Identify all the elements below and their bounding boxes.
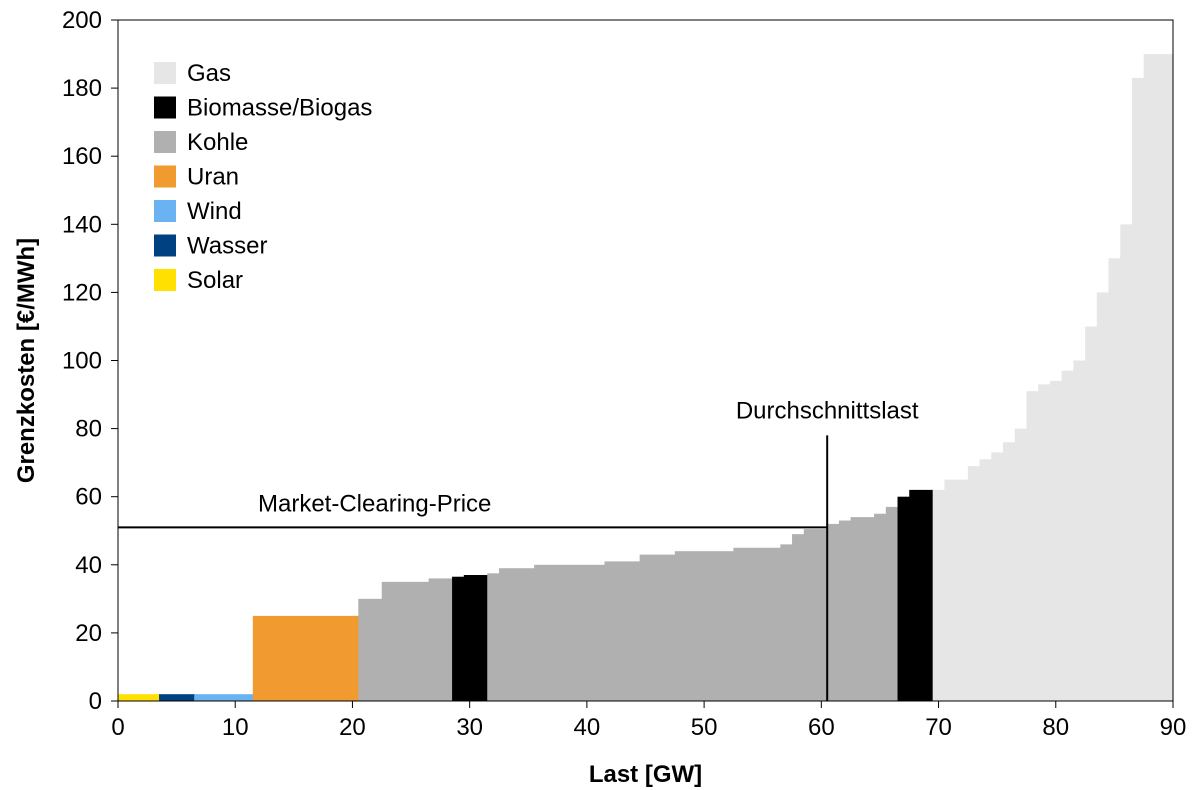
market-clearing-price-label: Market-Clearing-Price [258,490,491,517]
x-tick-label: 10 [222,714,249,741]
bar-kohle-16 [780,544,793,701]
legend-swatch-kohle [154,131,176,153]
legend-label-gas: Gas [187,60,231,87]
bar-biomasse-biogas-7 [452,576,465,701]
bar-gas-34 [1038,384,1051,701]
bars-group [118,54,1174,702]
bar-gas-37 [1073,360,1086,701]
legend-swatch-wasser [154,234,176,257]
y-tick-label: 100 [62,348,102,375]
x-tick-label: 50 [691,714,718,741]
legend-label-kohle: Kohle [187,129,248,156]
legend-label-wind: Wind [187,198,242,225]
legend-swatch-biomasse-biogas [154,96,176,119]
bar-gas-31 [1003,442,1016,701]
legend-swatch-gas [154,62,176,84]
legend-label-solar: Solar [187,267,243,294]
y-tick-label: 200 [62,7,102,34]
bar-wind-2 [194,694,254,701]
y-tick-label: 80 [75,416,102,443]
bar-kohle-10 [498,568,535,701]
x-axis-ticks: 0 10 20 30 40 50 60 70 80 90 [111,701,1186,741]
bar-kohle-13 [639,554,676,701]
x-tick-label: 30 [456,714,483,741]
bar-gas-40 [1108,258,1121,701]
x-tick-label: 20 [339,714,366,741]
bar-kohle-23 [885,506,899,701]
bar-kohle-12 [604,561,641,701]
y-axis-ticks: 0 20 40 60 80 100 120 140 160 180 200 [62,7,118,715]
bar-gas-43 [1143,54,1174,702]
x-tick-label: 40 [574,714,601,741]
bar-kohle-21 [850,517,875,701]
bar-biomasse-biogas-25 [909,489,934,701]
bar-kohle-18 [803,529,828,701]
legend-swatch-solar [154,269,176,291]
bar-gas-30 [991,452,1004,701]
y-tick-label: 120 [62,279,102,306]
bar-gas-32 [1014,428,1028,701]
y-tick-label: 20 [75,620,102,647]
y-tick-label: 160 [62,143,102,170]
bar-kohle-20 [838,520,852,701]
bar-gas-39 [1096,292,1110,701]
y-tick-label: 60 [75,484,102,511]
bar-kohle-4 [358,598,383,701]
bar-gas-38 [1085,326,1098,701]
y-tick-label: 180 [62,75,102,102]
y-tick-label: 0 [89,688,102,715]
x-axis-title: Last [GW] [589,761,702,788]
bar-kohle-5 [381,581,430,701]
legend-label-uran: Uran [187,164,239,191]
bar-biomasse-biogas-24 [897,496,910,701]
legend-label-biomasse-biogas: Biomasse/Biogas [187,95,372,122]
bar-gas-28 [967,466,981,701]
bar-solar-0 [118,694,160,701]
bar-gas-42 [1131,77,1145,701]
bar-kohle-22 [874,513,887,701]
legend-label-wasser: Wasser [187,233,267,260]
y-tick-label: 40 [75,552,102,579]
x-tick-label: 60 [808,714,835,741]
legend-swatch-uran [154,165,176,188]
x-tick-label: 80 [1042,714,1069,741]
bar-kohle-9 [487,573,500,701]
bar-wasser-1 [159,694,195,701]
bar-kohle-11 [534,564,606,701]
bar-gas-36 [1061,370,1074,701]
x-tick-label: 70 [925,714,952,741]
annotations-group: Market-Clearing-Price Durchschnittslast [118,397,919,701]
y-axis-title: Grenzkosten [€/MWh] [13,238,40,483]
bar-gas-27 [944,479,969,701]
bar-kohle-15 [733,547,781,701]
x-tick-label: 0 [111,714,124,741]
legend-swatch-wind [154,200,176,222]
bar-gas-33 [1026,391,1039,701]
bar-kohle-19 [827,523,840,701]
bar-gas-41 [1120,224,1133,702]
bar-kohle-14 [674,551,735,701]
average-load-label: Durchschnittslast [736,397,919,424]
bar-kohle-17 [792,534,805,701]
bar-gas-29 [979,459,992,701]
y-tick-label: 140 [62,211,102,238]
x-tick-label: 90 [1160,714,1187,741]
bar-biomasse-biogas-8 [463,575,488,701]
bar-kohle-6 [428,578,453,701]
bar-uran-3 [252,615,359,702]
bar-gas-26 [932,489,946,701]
legend: Gas Biomasse/Biogas Kohle Uran Wind Wasser Sol… [154,60,372,294]
bar-gas-35 [1049,380,1063,701]
